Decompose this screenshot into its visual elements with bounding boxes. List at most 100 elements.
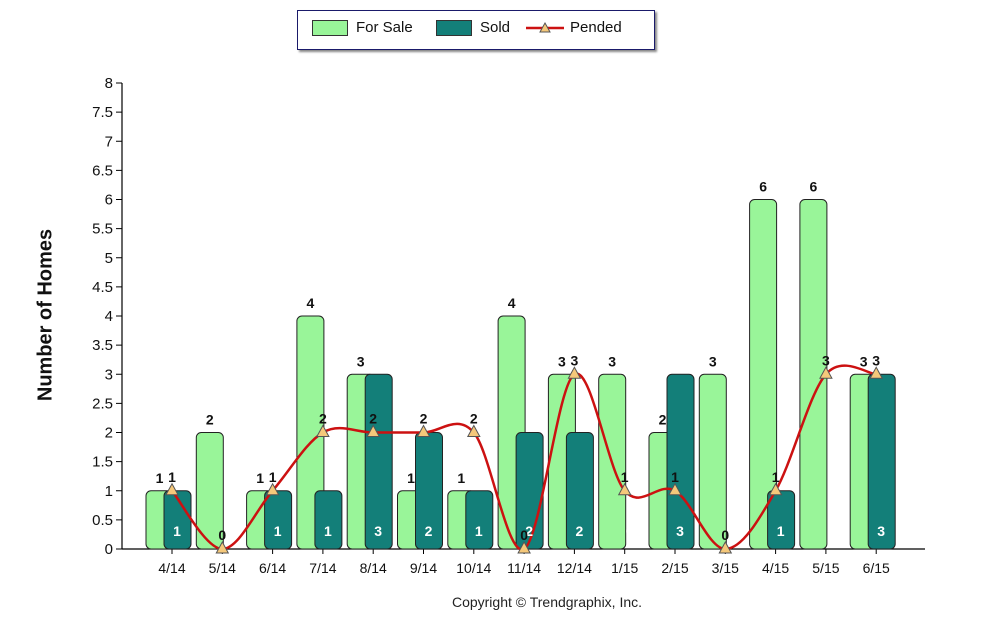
y-tick-label: 8 bbox=[105, 75, 113, 92]
pended-line bbox=[165, 364, 884, 554]
for-sale-bar bbox=[195, 432, 224, 550]
for-sale-data-label: 2 bbox=[659, 412, 667, 428]
sold-bar bbox=[264, 490, 293, 550]
pended-data-label: 1 bbox=[621, 469, 629, 485]
pended-data-label: 0 bbox=[520, 527, 528, 543]
pended-data-label: 3 bbox=[822, 352, 830, 368]
legend: For Sale Sold Pended bbox=[297, 10, 655, 50]
legend-label-sold: Sold bbox=[480, 19, 511, 36]
axes: 0 0.5 1 1.5 2 2.5 3 3.5 4 4.5 5 5.5 6 6.5 7 7.5 8 4/14 5/1… bbox=[92, 75, 925, 576]
x-tick-label: 6/14 bbox=[259, 560, 286, 576]
sold-data-label: 1 bbox=[173, 523, 181, 539]
sold-data-label: 3 bbox=[374, 523, 382, 539]
x-tick-label: 2/15 bbox=[661, 560, 688, 576]
sold-data-label: 2 bbox=[525, 523, 533, 539]
pended-marker bbox=[869, 366, 884, 379]
x-tick-label: 5/15 bbox=[812, 560, 839, 576]
y-axis-label: Number of Homes bbox=[34, 228, 57, 402]
x-tick-label: 3/15 bbox=[712, 560, 739, 576]
for-sale-swatch bbox=[312, 19, 348, 36]
for-sale-data-label: 4 bbox=[508, 295, 516, 311]
x-tick-label: 11/14 bbox=[507, 560, 541, 576]
y-tick-label: 5 bbox=[105, 250, 113, 267]
x-tick-label: 5/14 bbox=[209, 560, 236, 576]
for-sale-data-label: 1 bbox=[156, 470, 164, 486]
pended-data-label: 1 bbox=[772, 469, 780, 485]
for-sale-data-label: 1 bbox=[457, 470, 465, 486]
x-tick-label: 10/14 bbox=[456, 560, 491, 576]
legend-item-pended: Pended bbox=[526, 19, 622, 36]
pended-data-label: 3 bbox=[571, 352, 579, 368]
sold-bar bbox=[364, 373, 393, 550]
sold-data-label: 1 bbox=[274, 523, 282, 539]
sold-data-label: 2 bbox=[425, 523, 433, 539]
pended-data-label: 2 bbox=[319, 411, 327, 427]
y-tick-label: 0 bbox=[105, 541, 113, 558]
y-tick-label: 6 bbox=[105, 192, 113, 209]
sold-bar bbox=[867, 373, 896, 550]
bars bbox=[145, 199, 896, 550]
sold-data-label: 0 bbox=[626, 523, 634, 539]
sold-data-label: 0 bbox=[223, 523, 231, 539]
pended-marker bbox=[366, 424, 381, 437]
sold-data-label: 1 bbox=[475, 523, 483, 539]
for-sale-bar bbox=[749, 199, 778, 550]
sold-data-label: 3 bbox=[676, 523, 684, 539]
for-sale-data-label: 3 bbox=[357, 353, 365, 369]
pended-data-label: 2 bbox=[369, 411, 377, 427]
legend-label-for-sale: For Sale bbox=[356, 19, 413, 36]
pended-marker bbox=[768, 482, 783, 496]
y-tick-label: 7.5 bbox=[92, 104, 113, 121]
pended-marker bbox=[517, 540, 531, 554]
for-sale-data-label: 3 bbox=[860, 353, 868, 369]
pended-data-label: 2 bbox=[420, 411, 428, 427]
legend-item-sold: Sold bbox=[436, 19, 510, 36]
sold-data-label: 1 bbox=[777, 523, 785, 539]
for-sale-data-label: 4 bbox=[307, 295, 315, 311]
x-tick-label: 8/14 bbox=[360, 560, 387, 576]
pended-marker bbox=[265, 482, 280, 496]
for-sale-data-label: 3 bbox=[608, 353, 616, 369]
x-tick-label: 4/15 bbox=[762, 560, 789, 576]
pended-marker bbox=[819, 366, 833, 379]
sold-bar bbox=[565, 432, 594, 550]
y-tick-label: 1 bbox=[105, 483, 113, 500]
y-tick-label: 3.5 bbox=[92, 337, 113, 354]
pended-line-path bbox=[171, 364, 877, 551]
pended-data-label: 1 bbox=[671, 469, 679, 485]
pended-marker bbox=[165, 482, 179, 496]
pended-marker bbox=[466, 424, 481, 437]
for-sale-data-label: 3 bbox=[558, 353, 566, 369]
sold-data-label: 0 bbox=[827, 523, 835, 539]
sold-data-label: 3 bbox=[877, 523, 885, 539]
y-tick-label: 6.5 bbox=[92, 162, 113, 179]
y-tick-label: 7 bbox=[105, 133, 113, 150]
pended-marker bbox=[668, 482, 682, 496]
x-tick-label: 6/15 bbox=[863, 560, 890, 576]
legend-label-pended: Pended bbox=[570, 19, 622, 36]
x-tick-label: 7/14 bbox=[309, 560, 336, 576]
pended-data-label: 2 bbox=[470, 411, 478, 427]
sold-bar bbox=[465, 490, 494, 550]
x-tick-label: 9/14 bbox=[410, 560, 437, 576]
pended-marker bbox=[617, 482, 632, 496]
pended-marker bbox=[567, 366, 582, 379]
for-sale-data-label: 1 bbox=[256, 470, 264, 486]
sold-data-label: 2 bbox=[576, 523, 584, 539]
pended-marker bbox=[718, 540, 733, 554]
y-tick-label: 2.5 bbox=[92, 395, 113, 412]
x-tick-label: 12/14 bbox=[557, 560, 592, 576]
for-sale-data-label: 6 bbox=[810, 179, 818, 195]
y-tick-label: 4 bbox=[105, 308, 113, 325]
y-tick-label: 3 bbox=[105, 366, 113, 383]
copyright-text: Copyright © Trendgraphix, Inc. bbox=[451, 594, 643, 610]
sold-bar bbox=[767, 490, 796, 550]
pended-data-label: 1 bbox=[269, 469, 277, 485]
y-tick-label: 1.5 bbox=[92, 454, 113, 471]
pended-data-label: 0 bbox=[218, 527, 226, 543]
pended-data-label: 3 bbox=[872, 352, 880, 368]
for-sale-data-label: 3 bbox=[709, 353, 717, 369]
y-tick-label: 5.5 bbox=[92, 221, 113, 238]
